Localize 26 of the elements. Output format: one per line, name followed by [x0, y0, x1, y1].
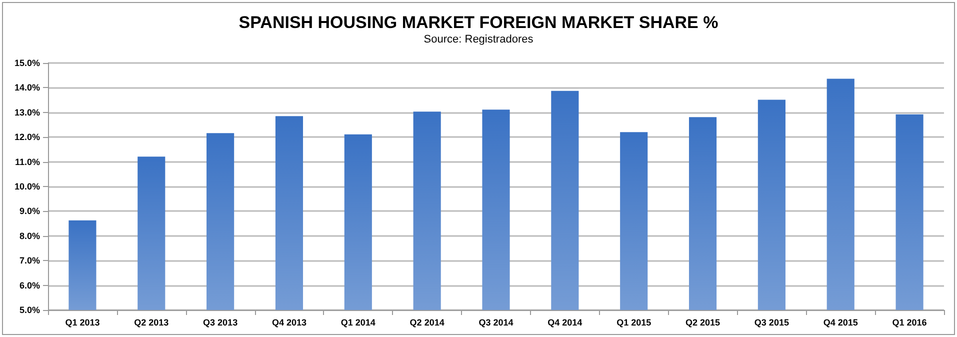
y-tick-label: 10.0%: [14, 182, 40, 192]
chart-title: SPANISH HOUSING MARKET FOREIGN MARKET SHARE %: [238, 13, 718, 32]
x-tick-label: Q1 2016: [892, 318, 927, 328]
chart-subtitle: Source: Registradores: [424, 34, 534, 46]
x-tick-label: Q3 2014: [478, 318, 514, 328]
y-tick-label: 8.0%: [19, 230, 40, 241]
y-tick-label: 6.0%: [19, 280, 40, 290]
x-tick-label: Q3 2015: [754, 318, 789, 328]
x-tick-label: Q1 2013: [65, 318, 100, 328]
x-tick-label: Q1 2015: [616, 318, 652, 328]
x-tick-label: Q1 2014: [340, 318, 376, 328]
x-tick-label: Q2 2015: [686, 318, 720, 328]
y-tick-label: 11.0%: [14, 156, 40, 167]
y-tick-label: 12.0%: [14, 132, 40, 142]
x-tick-label: Q2 2014: [410, 318, 444, 328]
y-tick-label: 14.0%: [14, 82, 40, 93]
x-tick-label: Q4 2015: [823, 318, 858, 328]
y-tick-label: 15.0%: [14, 58, 40, 68]
x-tick-label: Q3 2013: [203, 318, 238, 328]
y-tick-label: 7.0%: [19, 256, 40, 266]
y-tick-label: 13.0%: [14, 107, 40, 118]
y-tick-label: 5.0%: [19, 305, 40, 315]
y-tick-label: 9.0%: [19, 206, 40, 216]
x-tick-label: Q4 2014: [548, 318, 582, 328]
x-tick-label: Q4 2013: [272, 318, 306, 328]
x-tick-label: Q2 2013: [134, 318, 169, 328]
